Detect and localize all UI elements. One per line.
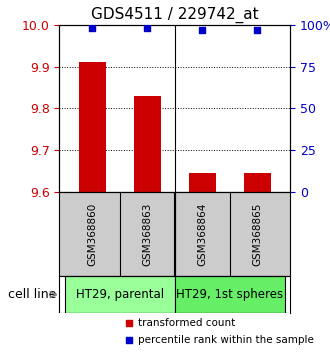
Text: HT29, 1st spheres: HT29, 1st spheres <box>176 288 283 301</box>
Title: GDS4511 / 229742_at: GDS4511 / 229742_at <box>91 7 259 23</box>
FancyBboxPatch shape <box>175 276 285 313</box>
Text: transformed count: transformed count <box>138 318 235 328</box>
FancyBboxPatch shape <box>65 276 175 313</box>
Point <box>126 337 131 342</box>
Bar <box>244 173 271 192</box>
Text: GSM368865: GSM368865 <box>252 202 262 266</box>
Point <box>90 25 95 31</box>
Text: GSM368860: GSM368860 <box>87 202 97 266</box>
Text: cell line: cell line <box>8 288 57 301</box>
Text: GSM368864: GSM368864 <box>197 202 207 266</box>
Text: GSM368863: GSM368863 <box>143 202 152 266</box>
Point <box>145 25 150 31</box>
Bar <box>189 173 216 192</box>
Bar <box>79 62 106 192</box>
Text: percentile rank within the sample: percentile rank within the sample <box>138 335 314 344</box>
Bar <box>134 96 161 192</box>
Point <box>126 320 131 326</box>
Point <box>200 27 205 33</box>
Text: HT29, parental: HT29, parental <box>76 288 164 301</box>
Point <box>255 27 260 33</box>
